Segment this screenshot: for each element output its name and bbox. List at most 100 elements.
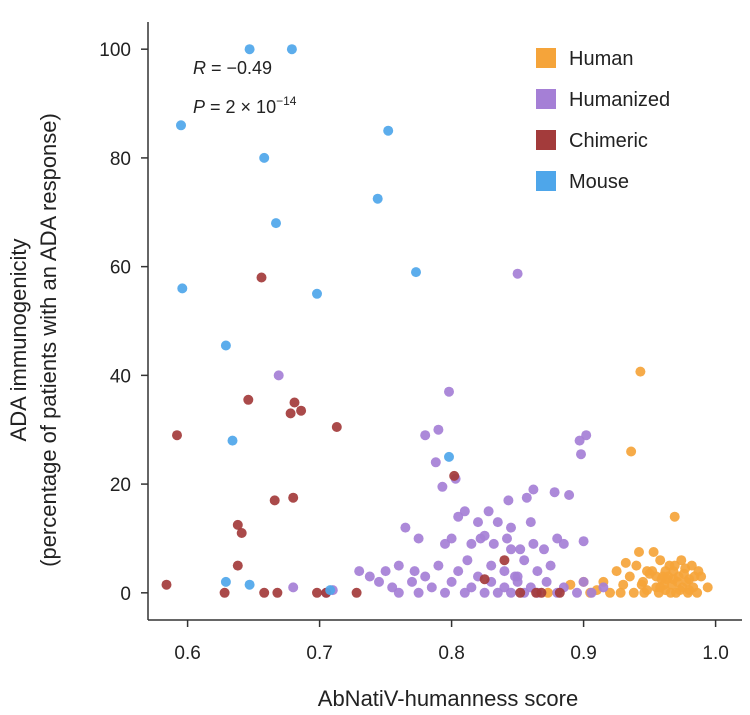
data-point-humanized — [466, 582, 477, 593]
data-point-human — [636, 579, 647, 590]
data-point-humanized — [466, 538, 477, 549]
y-tick-label: 100 — [99, 40, 131, 61]
data-point-chimeric — [232, 560, 243, 571]
data-point-humanized — [564, 490, 575, 500]
data-point-humanized — [446, 533, 457, 544]
data-point-humanized — [572, 587, 582, 598]
legend-swatch — [536, 89, 556, 109]
data-point-humanized — [440, 538, 450, 549]
data-point-mouse — [244, 44, 255, 55]
data-point-chimeric — [288, 492, 299, 503]
data-point-humanized — [437, 481, 448, 492]
data-point-humanized — [288, 582, 299, 593]
data-point-human — [655, 555, 666, 566]
data-point-humanized — [364, 571, 375, 582]
data-point-chimeric — [232, 519, 243, 530]
data-point-mouse — [411, 267, 421, 278]
legend-swatch — [536, 171, 556, 191]
data-point-mouse — [312, 288, 322, 299]
data-point-humanized — [413, 587, 424, 598]
data-point-human — [624, 571, 635, 582]
data-point-mouse — [227, 435, 238, 446]
y-tick-label: 20 — [110, 475, 131, 496]
data-point-humanized — [578, 536, 589, 547]
data-point-humanized — [393, 560, 404, 571]
series-chimeric — [161, 272, 565, 598]
data-point-humanized — [528, 538, 539, 549]
data-point-human — [615, 587, 626, 598]
data-point-humanized — [488, 538, 499, 549]
legend-item-mouse: Mouse — [536, 171, 629, 193]
legend-label: Humanized — [569, 89, 670, 111]
data-point-mouse — [372, 193, 383, 204]
data-point-human — [675, 585, 685, 596]
p-exponent: −14 — [276, 94, 297, 108]
x-axis-title: AbNatiV-humanness score — [318, 686, 578, 711]
data-point-humanized — [576, 449, 586, 460]
y-axis-title-line1: ADA immunogenicity — [6, 239, 31, 442]
data-point-mouse — [271, 218, 281, 229]
series-human — [543, 366, 713, 598]
legend-label: Mouse — [569, 171, 629, 193]
r-value: = −0.49 — [206, 58, 272, 78]
data-point-humanized — [430, 457, 441, 468]
x-ticks: 0.6 0.7 0.8 0.9 1.0 — [174, 620, 729, 664]
x-tick-label: 1.0 — [702, 643, 728, 664]
data-point-humanized — [512, 571, 523, 582]
data-point-human — [639, 587, 650, 598]
legend-item-human: Human — [536, 48, 633, 70]
p-variable: P — [193, 97, 205, 117]
data-point-mouse — [177, 283, 188, 294]
x-tick-label: 0.9 — [570, 643, 596, 664]
legend-label: Human — [569, 48, 633, 70]
data-point-humanized — [506, 544, 516, 555]
data-point-humanized — [525, 517, 536, 528]
data-point-chimeric — [479, 574, 490, 585]
data-point-humanized — [545, 560, 556, 571]
data-point-humanized — [453, 566, 464, 577]
data-point-humanized — [578, 576, 589, 587]
data-point-human — [668, 574, 679, 585]
data-point-humanized — [483, 506, 494, 517]
axes — [147, 22, 742, 621]
data-point-humanized — [459, 587, 470, 598]
y-tick-label: 80 — [110, 149, 131, 170]
data-point-humanized — [433, 424, 444, 435]
data-point-humanized — [581, 430, 592, 441]
data-point-mouse — [444, 451, 454, 462]
data-point-human — [635, 366, 646, 377]
data-point-chimeric — [312, 587, 322, 598]
y-tick-label: 60 — [110, 258, 131, 279]
data-point-humanized — [420, 571, 431, 582]
data-point-humanized — [532, 566, 543, 577]
data-point-humanized — [273, 370, 284, 381]
data-point-human — [655, 582, 666, 593]
data-point-human — [676, 555, 687, 566]
data-point-humanized — [506, 587, 516, 598]
legend-item-humanized: Humanized — [536, 89, 670, 111]
data-point-humanized — [444, 386, 454, 397]
series-mouse — [176, 44, 454, 596]
data-point-human — [605, 587, 615, 598]
data-point-human — [665, 587, 676, 598]
data-point-human — [620, 557, 631, 568]
data-point-humanized — [549, 487, 560, 498]
data-point-chimeric — [259, 587, 270, 598]
data-point-human — [669, 560, 680, 571]
data-point-mouse — [220, 576, 231, 587]
data-point-humanized — [515, 544, 526, 555]
data-point-chimeric — [243, 394, 254, 405]
data-point-humanized — [486, 560, 497, 571]
data-point-human — [631, 560, 642, 571]
data-point-humanized — [539, 544, 549, 555]
data-point-humanized — [492, 517, 503, 528]
data-point-humanized — [453, 511, 464, 522]
x-tick-label: 0.8 — [438, 643, 464, 664]
data-point-chimeric — [331, 422, 342, 432]
data-point-humanized — [387, 582, 398, 593]
data-point-human — [611, 566, 622, 577]
data-point-humanized — [407, 576, 417, 587]
data-point-human — [702, 582, 713, 593]
data-point-chimeric — [499, 555, 510, 566]
